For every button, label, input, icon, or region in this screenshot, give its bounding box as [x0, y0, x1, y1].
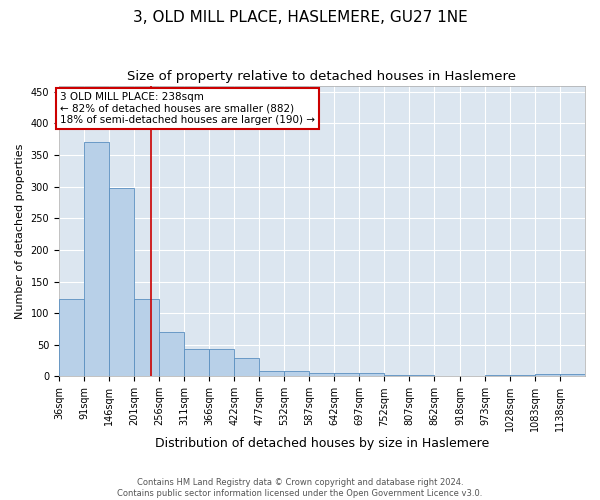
- Bar: [284, 372, 310, 376]
- Bar: [560, 374, 585, 376]
- Bar: [385, 375, 409, 376]
- Bar: [209, 349, 234, 376]
- Bar: [485, 375, 510, 376]
- Text: 3 OLD MILL PLACE: 238sqm
← 82% of detached houses are smaller (882)
18% of semi-: 3 OLD MILL PLACE: 238sqm ← 82% of detach…: [60, 92, 315, 125]
- Bar: [310, 373, 334, 376]
- Bar: [409, 375, 434, 376]
- Bar: [359, 372, 385, 376]
- Bar: [259, 372, 284, 376]
- Text: 3, OLD MILL PLACE, HASLEMERE, GU27 1NE: 3, OLD MILL PLACE, HASLEMERE, GU27 1NE: [133, 10, 467, 25]
- X-axis label: Distribution of detached houses by size in Haslemere: Distribution of detached houses by size …: [155, 437, 489, 450]
- Bar: [84, 142, 109, 376]
- Bar: [159, 332, 184, 376]
- Bar: [235, 358, 259, 376]
- Text: Contains HM Land Registry data © Crown copyright and database right 2024.
Contai: Contains HM Land Registry data © Crown c…: [118, 478, 482, 498]
- Bar: [535, 374, 560, 376]
- Bar: [334, 373, 359, 376]
- Y-axis label: Number of detached properties: Number of detached properties: [15, 144, 25, 318]
- Bar: [184, 349, 209, 376]
- Bar: [109, 188, 134, 376]
- Bar: [134, 299, 159, 376]
- Bar: [59, 299, 84, 376]
- Bar: [510, 375, 535, 376]
- Title: Size of property relative to detached houses in Haslemere: Size of property relative to detached ho…: [127, 70, 517, 83]
